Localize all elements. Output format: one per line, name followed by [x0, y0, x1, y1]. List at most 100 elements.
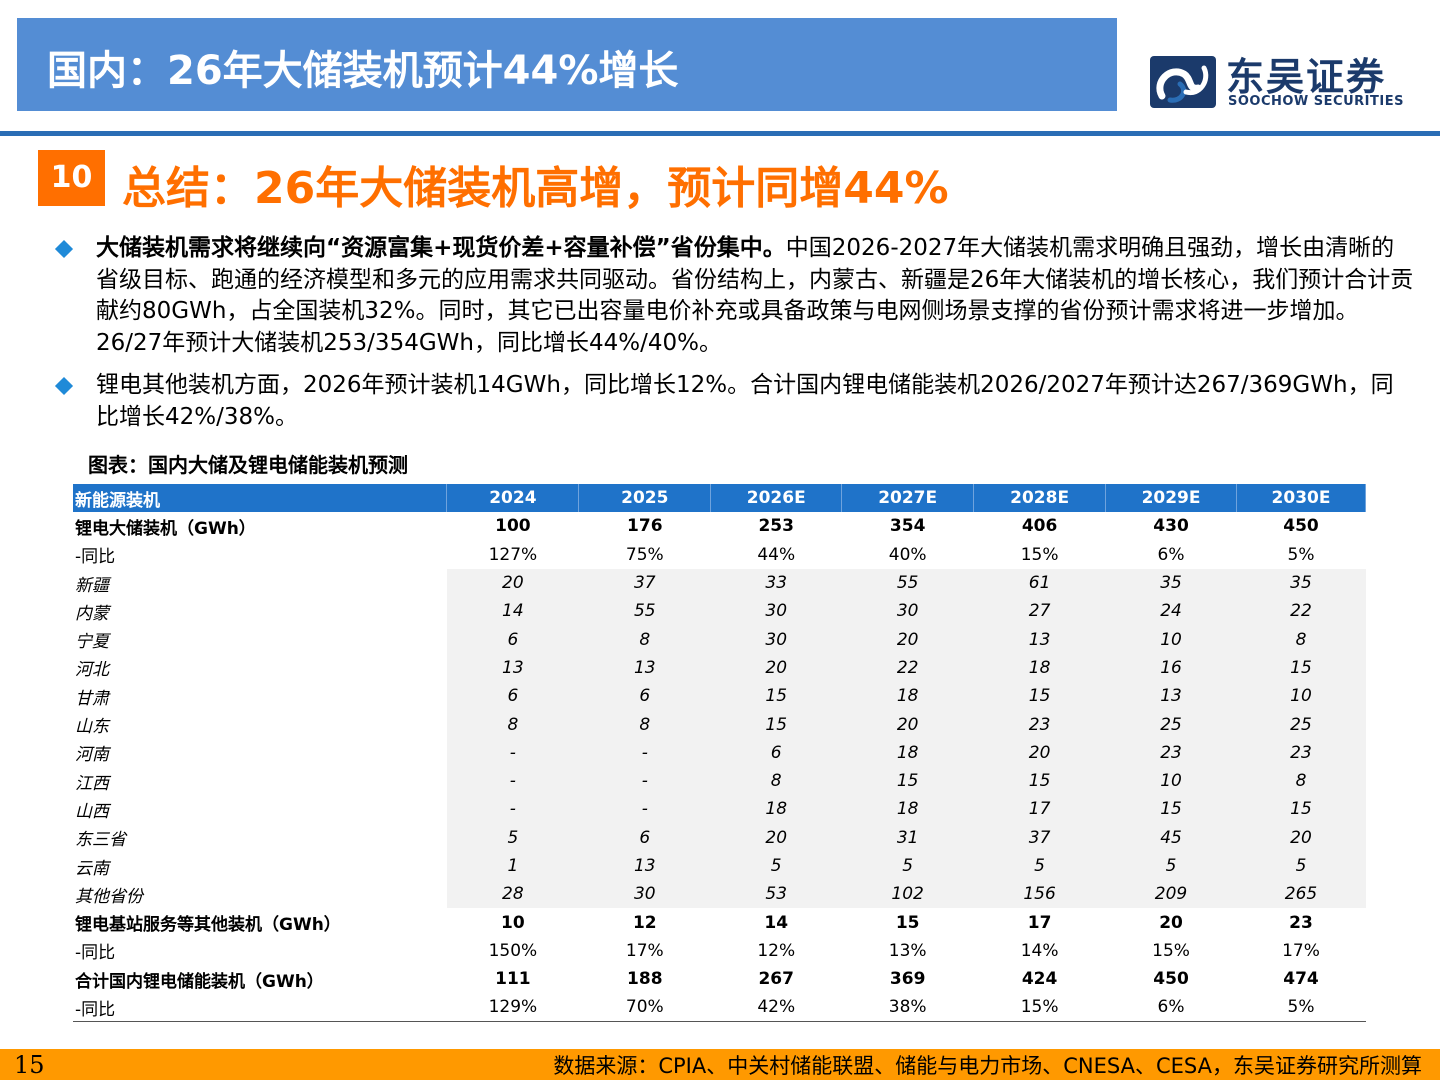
value-cell: 15 — [841, 766, 974, 796]
table-row: 其他省份 28 30 53 102 156 209 265 — [73, 880, 1366, 909]
value-cell: 27 — [973, 597, 1106, 626]
value-cell: 8 — [1236, 625, 1366, 654]
row-label-cell: 锂电基站服务等其他装机（GWh） — [75, 915, 341, 936]
value-cell: 267 — [758, 969, 794, 990]
row-label-cell: 合计国内锂电储能装机（GWh） — [75, 971, 324, 992]
table-row: 锂电大储装机（GWh） 100 176 253 354 406 430 450 — [73, 512, 1366, 540]
value-cell: 17 — [1027, 912, 1052, 933]
row-label-cell: -同比 — [75, 547, 116, 568]
row-label-cell: 宁夏 — [73, 625, 447, 654]
value-cell: 14 — [764, 912, 789, 933]
header-divider — [0, 131, 1440, 136]
value-cell: 5 — [446, 823, 579, 852]
value-cell: 20 — [841, 625, 974, 654]
value-cell: 15 — [1236, 795, 1366, 824]
row-label-cell: 山东 — [73, 710, 447, 739]
value-cell: 188 — [627, 969, 663, 990]
row-label-cell: 甘肃 — [73, 682, 447, 711]
value-cell: 44% — [757, 544, 796, 565]
value-cell: 13 — [1105, 682, 1237, 711]
value-cell: 61 — [973, 568, 1106, 598]
data-source: 数据来源：CPIA、中关村储能联盟、储能与电力市场、CNESA、CESA，东吴证… — [553, 1054, 1422, 1078]
table-row: 合计国内锂电储能装机（GWh） 111 188 267 369 424 450 474 — [73, 965, 1366, 993]
bullet-text: 大储装机需求将继续向“资源富集+现货价差+容量补偿”省份集中。中国2026-20… — [96, 233, 1416, 359]
table-row: -同比 129% 70% 42% 38% 15% 6% 5% — [73, 993, 1366, 1023]
row-label-cell: 锂电大储装机（GWh） — [75, 518, 256, 539]
value-cell: 23 — [1289, 912, 1313, 933]
value-cell: 369 — [889, 969, 926, 990]
value-cell: 37 — [973, 823, 1106, 852]
value-cell: 24 — [1105, 597, 1237, 626]
table-header-cell: 2029E — [1105, 484, 1237, 513]
value-cell: 53 — [710, 880, 842, 909]
value-cell: 15 — [1105, 795, 1237, 824]
value-cell: 20 — [446, 568, 579, 598]
table-header-cell: 2026E — [710, 484, 843, 513]
table-row: 山西 - -18 18 17 15 15 — [73, 795, 1366, 824]
value-cell: 5% — [1287, 544, 1315, 565]
table-row: 宁夏 6 8 30 20 13 10 8 — [73, 625, 1366, 654]
value-cell: 15% — [1020, 544, 1059, 565]
value-cell: 14 — [446, 597, 579, 626]
value-cell: 15 — [710, 682, 842, 711]
value-cell: 5 — [710, 851, 842, 881]
bullet-text: 锂电其他装机方面，2026年预计装机14GWh，同比增长12%。合计国内锂电储能… — [96, 370, 1416, 433]
value-cell: 15 — [973, 682, 1106, 711]
section-number-badge: 10 — [38, 150, 105, 206]
value-cell: 474 — [1283, 969, 1319, 990]
value-cell: 129% — [446, 993, 579, 1023]
row-label-cell: 新疆 — [73, 568, 447, 598]
value-cell: 6% — [1157, 544, 1185, 565]
table-caption: 图表：国内大储及锂电储能装机预测 — [88, 453, 408, 477]
value-cell: 127% — [488, 544, 538, 565]
value-cell: 12 — [632, 912, 657, 933]
value-cell: 176 — [627, 516, 663, 537]
header-bar: 国内：26年大储装机预计44%增长 — [17, 18, 1117, 111]
value-cell: 30 — [578, 880, 711, 909]
value-cell: 5% — [1236, 993, 1366, 1023]
value-cell: 16 — [1105, 653, 1237, 683]
value-cell: 25 — [1105, 710, 1237, 739]
row-label-cell: -同比 — [75, 943, 116, 964]
bullet-item: 大储装机需求将继续向“资源富集+现货价差+容量补偿”省份集中。中国2026-20… — [54, 233, 1416, 359]
page-number: 15 — [14, 1051, 45, 1079]
value-cell: 1 — [446, 851, 579, 881]
value-cell: 42% — [710, 993, 842, 1023]
table-header-cell: 2030E — [1236, 484, 1366, 513]
value-cell: 150% — [488, 940, 538, 961]
value-cell: 20 — [841, 710, 974, 739]
value-cell: 13% — [888, 940, 927, 961]
value-cell: 40% — [888, 544, 927, 565]
diamond-bullet-icon — [54, 376, 74, 396]
value-cell: 22 — [841, 653, 974, 683]
table-row: 新疆 20 37 33 55 61 35 35 — [73, 568, 1366, 598]
value-cell: 6 — [578, 823, 711, 852]
value-cell: 5 — [973, 851, 1106, 881]
value-cell: 424 — [1021, 969, 1058, 990]
row-label-cell: 其他省份 — [73, 880, 447, 909]
row-label-cell: 山西 — [73, 795, 447, 824]
soochow-logo-icon — [1150, 56, 1216, 108]
value-cell: 450 — [1283, 516, 1319, 537]
value-cell: 20 — [1159, 912, 1183, 933]
value-cell: 13 — [578, 851, 711, 881]
table-row: -同比 150% 17% 12% 13% 14% 15% 17% — [73, 937, 1366, 965]
value-cell: 102 — [841, 880, 974, 909]
bullet-body: 锂电其他装机方面，2026年预计装机14GWh，同比增长12%。合计国内锂电储能… — [96, 372, 1394, 430]
value-cell: - — [578, 738, 711, 767]
table-header-cell: 新能源装机 — [73, 484, 448, 513]
value-cell: 156 — [973, 880, 1106, 909]
value-cell: 30 — [710, 625, 842, 654]
value-cell: 30 — [710, 597, 842, 626]
value-cell: 430 — [1153, 516, 1189, 537]
section-title: 总结：26年大储装机高增，预计同增44% — [122, 163, 949, 214]
value-cell: 55 — [578, 597, 711, 626]
value-cell: 23 — [1236, 738, 1366, 767]
value-cell: 25 — [1236, 710, 1366, 739]
value-cell: 253 — [758, 516, 794, 537]
table-row: 甘肃 6 6 15 18 15 13 10 — [73, 682, 1366, 711]
table-row: 山东 8 8 15 20 23 25 25 — [73, 710, 1366, 739]
value-cell: 10 — [1105, 766, 1237, 796]
value-cell: 111 — [495, 969, 531, 990]
value-cell: 8 — [578, 710, 711, 739]
